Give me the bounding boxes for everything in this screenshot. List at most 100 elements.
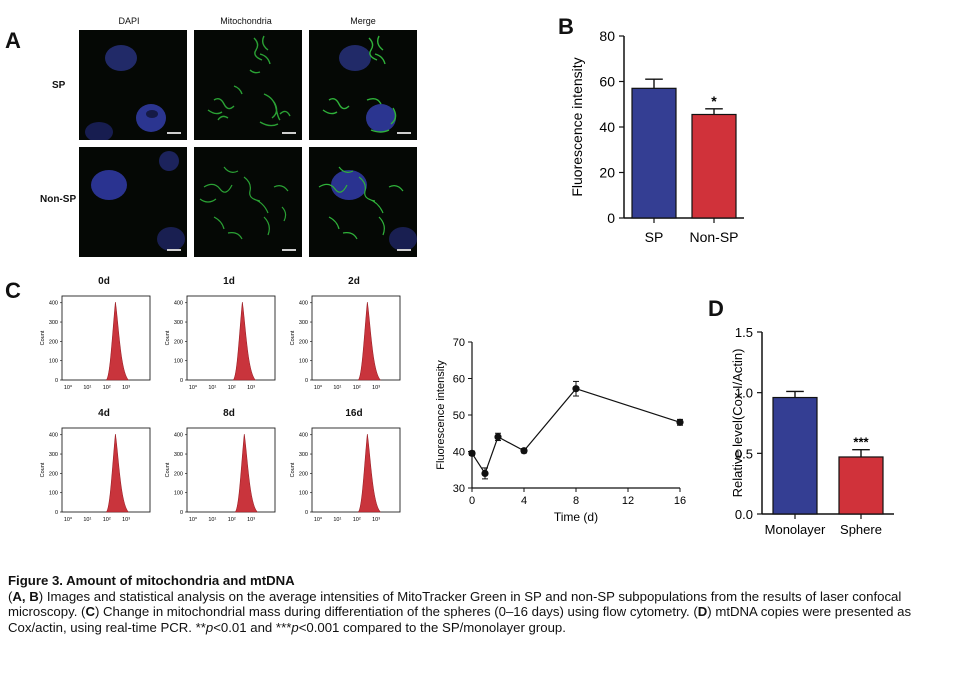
x-tick-label: 10¹	[208, 385, 216, 391]
caption-p-2: p	[291, 619, 299, 635]
y-tick-label: 400	[299, 433, 308, 439]
y-axis-label: Count	[40, 330, 46, 345]
panel-b-letter: B	[558, 14, 574, 39]
histogram-8d: 0 100 200 300 400 Count 10⁰ 10¹ 10² 10³	[165, 427, 276, 523]
y-tick-label: 50	[453, 410, 465, 422]
row-label-sp: SP	[52, 80, 66, 91]
micrograph-non-sp-mitochondria-image	[199, 166, 296, 251]
bar-sphere	[838, 456, 884, 515]
figure-caption: Figure 3. Amount of mitochondria and mtD…	[8, 573, 970, 635]
caption-body: (A, B) Images and statistical analysis o…	[8, 588, 912, 635]
y-tick-label: 1.0	[735, 386, 753, 401]
micrograph-non-sp-merge-image	[318, 166, 417, 251]
y-tick-label: 300	[49, 452, 58, 458]
y-tick-label: 100	[299, 491, 308, 497]
histogram-frame	[186, 295, 276, 381]
significance-marker: *	[711, 93, 717, 109]
y-tick-label: 200	[299, 471, 308, 477]
histogram-peak	[357, 301, 382, 381]
data-point	[520, 447, 528, 455]
y-tick-label: 40	[599, 119, 615, 135]
y-axis-label: Count	[165, 462, 171, 477]
y-tick-label: 60	[599, 74, 615, 90]
y-tick-label: 200	[174, 471, 183, 477]
bar-sp	[631, 87, 677, 219]
y-axis-label: Count	[40, 462, 46, 477]
y-axis-label: Relative level(Cox I/Actin)	[730, 349, 745, 498]
panel-d-letter: D	[708, 296, 724, 321]
y-tick-label: 0	[55, 378, 58, 384]
data-point	[494, 433, 502, 441]
column-label-dapi: DAPI	[118, 16, 140, 26]
histogram-title: 1d	[223, 276, 235, 287]
x-tick-label: 10⁰	[189, 516, 198, 523]
caption-ref-ab: A, B	[12, 588, 39, 604]
micrograph-sp-mitochondria-image	[207, 35, 296, 134]
histogram-peak	[357, 433, 382, 513]
micrograph-sp-mitochondria	[194, 30, 302, 140]
y-axis-label: Fluorescence intensity	[435, 360, 447, 470]
x-tick-label: Non-SP	[689, 229, 738, 245]
histogram-title: 16d	[345, 408, 363, 419]
y-tick-label: 200	[49, 339, 58, 345]
caption-text-2: ) Change in mitochondrial mass during di…	[94, 604, 698, 619]
histogram-title: 8d	[223, 408, 235, 419]
micrograph-sp-merge	[309, 30, 417, 140]
column-label-merge: Merge	[350, 16, 376, 26]
histogram-1d: 0 100 200 300 400 Count 10⁰ 10¹ 10² 10³	[165, 295, 276, 391]
y-tick-label: 0	[180, 378, 183, 384]
x-tick-label: 10³	[372, 385, 380, 391]
x-tick-label: 10²	[353, 517, 361, 523]
histogram-0d: 0 100 200 300 400 Count 10⁰ 10¹ 10² 10³	[40, 295, 151, 391]
micrograph-non-sp-dapi	[79, 147, 187, 257]
y-tick-label: 300	[174, 452, 183, 458]
histogram-frame	[311, 427, 401, 513]
x-tick-label: 4	[521, 495, 527, 507]
x-tick-label: 10⁰	[314, 516, 323, 523]
micrograph-sp-dapi-image	[85, 45, 181, 140]
y-tick-label: 0	[55, 510, 58, 516]
histogram-4d: 0 100 200 300 400 Count 10⁰ 10¹ 10² 10³	[40, 427, 151, 523]
caption-text-4: <0.01 and ***	[213, 619, 292, 635]
panel-a-letter: A	[5, 28, 21, 53]
x-tick-label: 12	[622, 495, 634, 507]
y-tick-label: 100	[299, 359, 308, 365]
x-tick-label: Monolayer	[765, 522, 826, 537]
caption-text-1: ) Images and statistical analysis on the…	[8, 588, 902, 620]
y-tick-label: 400	[299, 301, 308, 307]
x-tick-label: 16	[674, 495, 686, 507]
significance-marker: ***	[853, 435, 869, 450]
y-tick-label: 40	[453, 447, 465, 459]
micrograph-sp-dapi	[79, 30, 187, 140]
data-point	[676, 418, 684, 426]
caption-text-5: <0.001 compared to the SP/monolayer grou…	[298, 619, 566, 635]
x-tick-label: 10⁰	[64, 384, 73, 391]
y-tick-label: 400	[174, 433, 183, 439]
y-axis-label: Fluorescence intensity	[569, 57, 585, 196]
x-tick-label: 0	[469, 495, 475, 507]
y-tick-label: 100	[174, 359, 183, 365]
caption-p-1: p	[205, 619, 214, 635]
y-tick-label: 300	[299, 452, 308, 458]
bar-non-sp	[691, 113, 737, 219]
y-tick-label: 400	[49, 433, 58, 439]
y-tick-label: 100	[49, 359, 58, 365]
caption-title: Figure 3. Amount of mitochondria and mtD…	[8, 573, 295, 588]
y-axis-label: Count	[165, 330, 171, 345]
x-tick-label: 10³	[122, 385, 130, 391]
histogram-frame	[61, 427, 151, 513]
y-tick-label: 100	[49, 491, 58, 497]
data-point	[468, 449, 476, 457]
y-tick-label: 0.0	[735, 507, 753, 522]
histogram-16d: 0 100 200 300 400 Count 10⁰ 10¹ 10² 10³	[290, 427, 401, 523]
y-tick-label: 300	[49, 320, 58, 326]
x-tick-label: 10²	[353, 385, 361, 391]
caption-ref-d: D	[697, 604, 708, 619]
x-tick-label: 10³	[122, 517, 130, 523]
chart-c-line: 30 40 50 60 70 0 4 8 12 16 Time (d) Fluorescence in…	[435, 337, 686, 524]
series-line	[471, 388, 681, 475]
x-tick-label: 10³	[372, 517, 380, 523]
chart-b: 0 20 40 60 80 Fluorescence intensity SP Non-SP *	[569, 28, 744, 245]
x-tick-label: 10²	[103, 517, 111, 523]
y-tick-label: 30	[453, 483, 465, 495]
